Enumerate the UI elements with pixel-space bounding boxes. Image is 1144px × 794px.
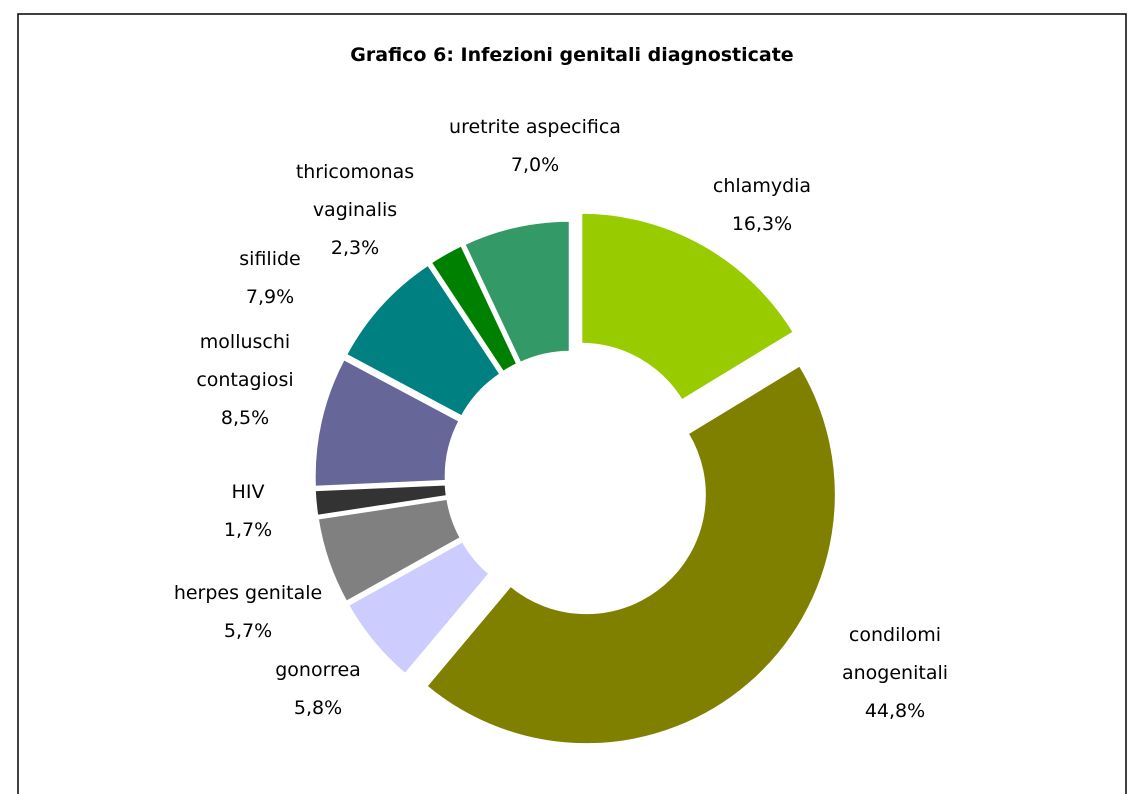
value-label: 8,5% <box>220 407 270 429</box>
donut-slice <box>343 262 504 420</box>
slice-label: condilomi anogenitali 44,8% <box>820 616 970 730</box>
donut-slice <box>345 538 493 677</box>
donut-slice <box>579 210 797 404</box>
category-label: gonorrea <box>275 659 361 681</box>
category-label: uretrite aspecifica <box>449 116 621 138</box>
value-label: 44,8% <box>864 700 926 722</box>
category-label: sifilide <box>239 248 301 270</box>
category-label: HIV <box>231 481 265 503</box>
value-label: 5,7% <box>223 620 273 642</box>
donut-slice <box>315 496 464 605</box>
slice-label: gonorrea 5,8% <box>263 651 373 727</box>
slice-label: uretrite aspecifica 7,0% <box>425 108 645 184</box>
slice-label: molluschi contagiosi 8,5% <box>180 323 310 437</box>
slice-label: HIV 1,7% <box>208 473 288 549</box>
donut-slice <box>461 218 572 366</box>
donut-slice <box>423 362 838 747</box>
category-label: condilomi anogenitali <box>841 624 949 684</box>
slice-label: chlamydia 16,3% <box>702 167 822 243</box>
chart-title: Grafico 6: Infezioni genitali diagnostic… <box>350 44 794 66</box>
slice-label: herpes genitale 5,7% <box>148 574 348 650</box>
value-label: 5,8% <box>293 697 343 719</box>
donut-slice <box>428 242 520 375</box>
slice-label: sifilide 7,9% <box>220 240 320 316</box>
value-label: 2,3% <box>330 237 380 259</box>
frame <box>17 13 1127 794</box>
category-label: molluschi contagiosi <box>196 331 294 391</box>
category-label: chlamydia <box>712 175 812 197</box>
category-label: thricomonas vaginalis <box>295 161 415 221</box>
slice-label: thricomonas vaginalis 2,3% <box>285 153 425 267</box>
donut-slice <box>312 482 450 519</box>
category-label: herpes genitale <box>173 582 323 604</box>
value-label: 7,9% <box>245 286 295 308</box>
value-label: 7,0% <box>510 154 560 176</box>
donut-slice <box>312 356 463 489</box>
value-label: 1,7% <box>223 519 273 541</box>
value-label: 16,3% <box>731 213 793 235</box>
